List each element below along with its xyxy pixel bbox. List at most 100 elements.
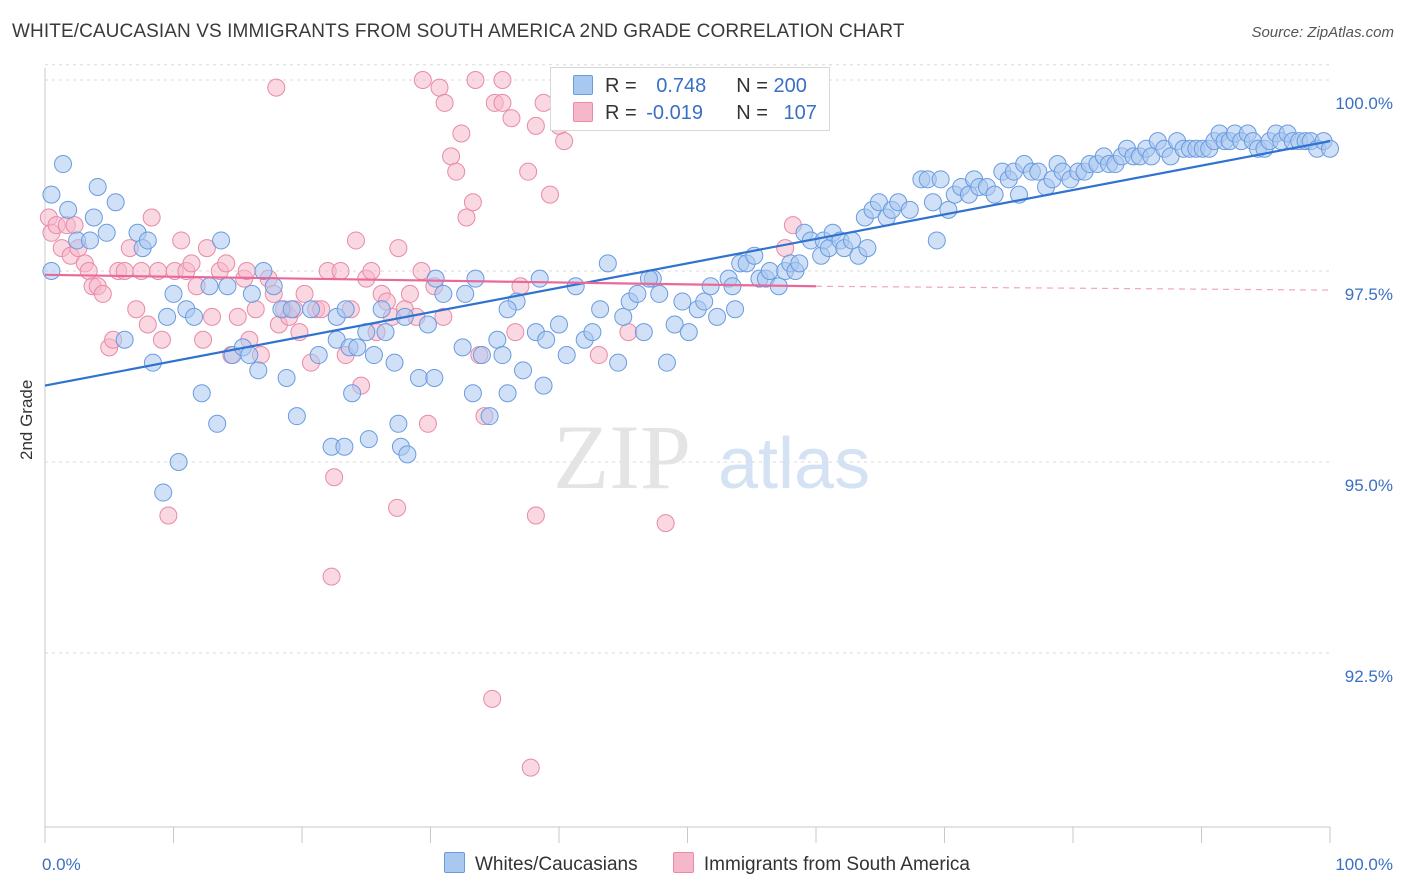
immigrants-point bbox=[619, 323, 638, 342]
immigrants-point bbox=[442, 147, 461, 166]
immigrants-point bbox=[267, 78, 286, 97]
r-value: -0.019 bbox=[646, 102, 703, 124]
whites-point bbox=[534, 376, 553, 395]
legend-label-whites: Whites/Caucasians bbox=[475, 854, 638, 875]
immigrants-point bbox=[362, 262, 381, 280]
immigrants-point bbox=[217, 254, 236, 273]
whites-point bbox=[115, 330, 134, 349]
immigrants-point bbox=[555, 132, 574, 151]
whites-point bbox=[53, 155, 72, 174]
whites-point bbox=[80, 231, 99, 250]
whites-point bbox=[389, 414, 408, 433]
immigrants-point bbox=[388, 498, 407, 517]
whites-point bbox=[218, 277, 237, 296]
r-value: 0.748 bbox=[656, 75, 707, 97]
stats-row-whites: R = 0.748 N = 200 bbox=[573, 75, 807, 99]
trend-lines bbox=[44, 140, 1331, 387]
whites-point bbox=[472, 346, 491, 365]
immigrants-point bbox=[418, 414, 437, 433]
immigrants-point bbox=[589, 346, 608, 365]
whites-point bbox=[200, 277, 219, 296]
whites-point bbox=[790, 254, 809, 273]
whites-point bbox=[679, 323, 698, 342]
whites-point bbox=[426, 269, 445, 288]
whites-point bbox=[240, 346, 259, 365]
n-value: 200 bbox=[773, 75, 807, 97]
whites-point bbox=[673, 292, 692, 311]
whites-point bbox=[158, 307, 177, 326]
legend-item-whites: Whites/Caucasians bbox=[444, 852, 638, 876]
whites-point bbox=[434, 284, 453, 303]
immigrants-point bbox=[389, 239, 408, 258]
legend-swatch-whites bbox=[444, 852, 465, 873]
whites-point bbox=[169, 453, 188, 471]
whites-point bbox=[927, 231, 946, 250]
whites-point bbox=[335, 437, 354, 456]
immigrants-point bbox=[400, 284, 419, 303]
y-axis-label: 2nd Grade bbox=[17, 379, 36, 460]
immigrants-point bbox=[463, 193, 482, 212]
whites-point bbox=[264, 277, 283, 296]
tick-labels: 92.5% 95.0% 97.5% 100.0% 0.0% 100.0% bbox=[42, 94, 1393, 874]
whites-point bbox=[254, 262, 273, 280]
r-label: R = bbox=[605, 102, 643, 124]
stats-row-immigrants: R = -0.019 N = 107 bbox=[573, 102, 817, 126]
whites-point bbox=[726, 300, 745, 319]
series-legend: Whites/Caucasians Immigrants from South … bbox=[444, 852, 1000, 876]
whites-point bbox=[456, 284, 475, 303]
whites-point bbox=[42, 185, 61, 204]
whites-point bbox=[760, 262, 779, 280]
immigrants-point bbox=[466, 71, 485, 89]
whites-point bbox=[858, 239, 877, 258]
immigrants-point bbox=[152, 330, 171, 349]
immigrants-point bbox=[656, 514, 675, 533]
immigrants-point bbox=[493, 93, 512, 112]
immigrants-point bbox=[526, 506, 545, 525]
whites-point bbox=[900, 200, 919, 219]
whites-point bbox=[985, 185, 1004, 204]
whites-point bbox=[309, 346, 328, 365]
n-label: N = bbox=[736, 102, 774, 124]
whites-point bbox=[208, 414, 227, 433]
whites-point bbox=[277, 368, 296, 387]
whites-point bbox=[609, 353, 628, 372]
whites-point bbox=[614, 307, 633, 326]
n-label: N = bbox=[736, 75, 774, 97]
whites-point bbox=[336, 300, 355, 319]
whites-point bbox=[466, 269, 485, 288]
stats-legend: R = 0.748 N = 200 R = -0.019 N = 107 bbox=[550, 67, 830, 131]
whites-point bbox=[138, 231, 157, 250]
whites-point bbox=[550, 315, 568, 334]
whites-point bbox=[842, 231, 861, 250]
whites-point bbox=[923, 193, 942, 212]
immigrants-point bbox=[331, 262, 350, 280]
whites-point bbox=[192, 384, 211, 403]
whites-point bbox=[59, 200, 78, 219]
whites-point bbox=[498, 300, 517, 319]
whites-point bbox=[398, 445, 417, 464]
watermark-zip: ZIP bbox=[553, 406, 691, 508]
immigrants-point bbox=[483, 689, 502, 708]
whites-point bbox=[212, 231, 231, 250]
immigrants-point bbox=[511, 277, 530, 296]
whites-point bbox=[1029, 162, 1048, 181]
whites-point bbox=[557, 346, 576, 365]
whites-point bbox=[249, 361, 268, 380]
whites-point bbox=[343, 384, 362, 403]
whites-point bbox=[364, 346, 383, 365]
whites-point bbox=[463, 384, 482, 403]
immigrants-point bbox=[159, 506, 178, 525]
legend-item-immigrants: Immigrants from South America bbox=[672, 852, 970, 876]
whites-point bbox=[42, 262, 61, 280]
immigrants-point bbox=[182, 254, 201, 273]
whites-point bbox=[931, 170, 950, 189]
whites-point bbox=[425, 368, 444, 387]
legend-swatch-whites bbox=[573, 75, 593, 95]
immigrants-point bbox=[434, 307, 453, 326]
immigrants-point bbox=[79, 262, 98, 280]
immigrants-point bbox=[519, 162, 538, 181]
r-label: R = bbox=[605, 75, 643, 97]
immigrants-point bbox=[203, 307, 222, 326]
whites-point bbox=[583, 323, 602, 342]
y-tick-label: 97.5% bbox=[1345, 285, 1393, 304]
